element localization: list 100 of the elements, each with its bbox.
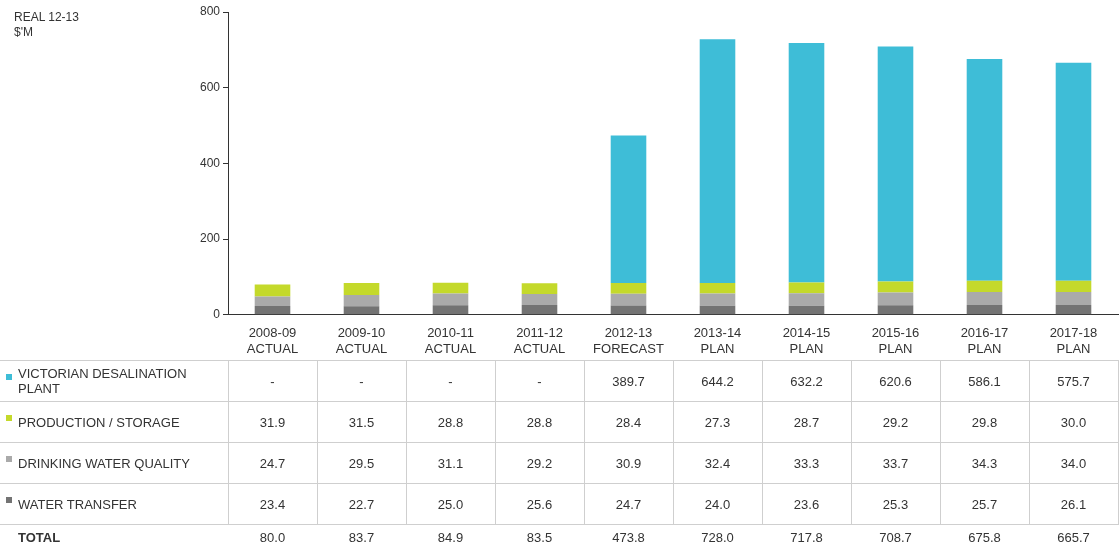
data-label: 28.8 [406,401,495,443]
data-label: 26.1 [1029,483,1118,525]
x-tick-label: 2010-11 ACTUAL [424,325,477,356]
x-tick-label: 2017-18 PLAN [1049,325,1098,356]
bar [966,58,1003,281]
legend-label: DRINKING WATER QUALITY [18,455,190,471]
bar [343,306,380,315]
data-label: 28.8 [495,401,584,443]
bar [788,293,825,306]
x-tick-label: 2008-09 ACTUAL [246,325,299,356]
bar [877,46,914,282]
text: 473.8 [611,528,646,547]
bar [610,135,647,284]
data-label: 29.8 [940,401,1029,443]
data-label: 33.7 [851,442,940,484]
bar [966,305,1003,315]
data-label: 28.7 [762,401,851,443]
data-label: 575.7 [1029,360,1118,402]
text: - [537,373,542,389]
data-label: 389.7 [584,360,673,402]
bar [1055,280,1092,293]
text: 83.5 [525,528,554,547]
bar [966,292,1003,306]
text: - [359,373,364,389]
data-label: 23.4 [228,483,317,525]
x-tick-label: 2012-13 FORECAST [593,325,664,356]
data-label: 24.7 [228,442,317,484]
data-label: 586.1 [940,360,1029,402]
bar [966,280,1003,293]
bar [699,305,736,315]
data-label: 31.9 [228,401,317,443]
data-label: 29.2 [495,442,584,484]
bar [343,283,380,296]
data-label: 31.1 [406,442,495,484]
data-label: 34.0 [1029,442,1118,484]
data-label: 24.0 [673,483,762,525]
bar [432,305,469,315]
text: 675.8 [967,528,1002,547]
data-label: 25.7 [940,483,1029,525]
data-label: 31.5 [317,401,406,443]
bar [699,293,736,306]
data-label: 620.6 [851,360,940,402]
text: 665.7 [1056,528,1091,547]
bar [254,305,291,315]
bar [254,296,291,306]
data-label: 25.6 [495,483,584,525]
text: - [448,373,453,389]
data-label: 27.3 [673,401,762,443]
bar [521,305,558,315]
data-label: 28.4 [584,401,673,443]
legend-label: WATER TRANSFER [18,496,137,512]
data-label: 29.5 [317,442,406,484]
bar [877,292,914,306]
bar [699,283,736,294]
bar [432,293,469,306]
y-tick-label: 0 [213,307,221,322]
y-tick-label: 600 [199,80,221,95]
legend-label: PRODUCTION / STORAGE [18,414,180,430]
data-label: 30.9 [584,442,673,484]
x-tick-label: 2011-12 ACTUAL [513,325,566,356]
bar [1055,62,1092,281]
bar [1055,292,1092,305]
text: TOTAL [17,528,62,547]
y-tick-label: 200 [199,231,221,246]
text: 728.0 [700,528,735,547]
bar [521,283,558,295]
data-label: 29.2 [851,401,940,443]
text: 708.7 [878,528,913,547]
bar [610,293,647,306]
data-label: 32.4 [673,442,762,484]
bar [432,282,469,294]
bar [610,283,647,294]
data-label: 632.2 [762,360,851,402]
bar [254,284,291,297]
data-label: 644.2 [673,360,762,402]
text: 717.8 [789,528,824,547]
bar [343,295,380,307]
legend-label: VICTORIAN DESALINATION PLANT [18,366,187,396]
data-label: 25.3 [851,483,940,525]
bar [1055,304,1092,315]
x-tick-label: 2014-15 PLAN [782,325,831,356]
y-tick-label: 400 [199,155,221,170]
bar [877,305,914,315]
bar [788,305,825,315]
bar [699,39,736,284]
bar [788,43,825,283]
data-label: 24.7 [584,483,673,525]
text: 84.9 [436,528,465,547]
x-tick-label: 2016-17 PLAN [960,325,1009,356]
data-label: 30.0 [1029,401,1118,443]
text: REAL 12-13 $'M [14,10,80,40]
y-tick-label: 800 [199,4,221,19]
bar [610,305,647,315]
data-label: 34.3 [940,442,1029,484]
bar [788,282,825,294]
data-label: 22.7 [317,483,406,525]
x-tick-label: 2009-10 ACTUAL [335,325,388,356]
x-tick-label: 2015-16 PLAN [871,325,920,356]
text: 80.0 [258,528,287,547]
bar [877,281,914,293]
